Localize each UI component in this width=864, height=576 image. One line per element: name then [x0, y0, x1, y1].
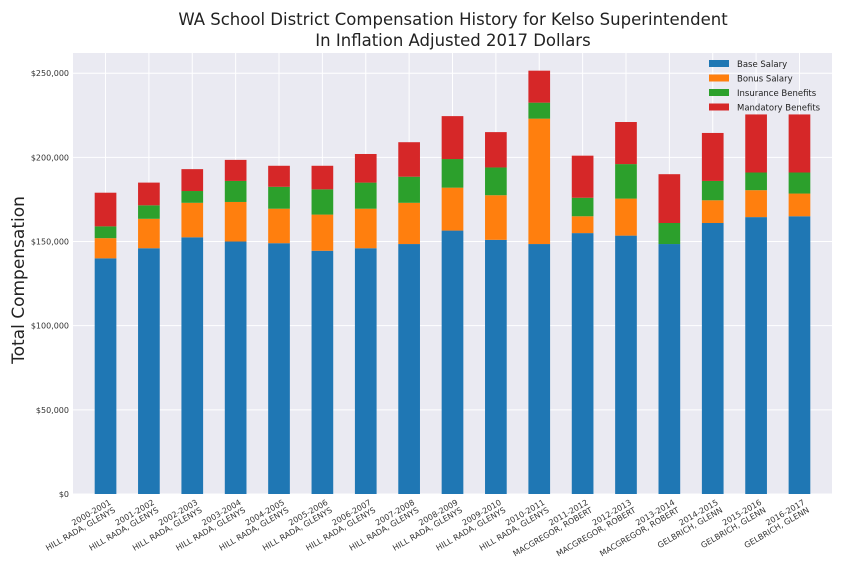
y-axis-label: Total Compensation — [9, 196, 29, 365]
bar-insurance-benefits — [788, 172, 811, 194]
bar-bonus-salary — [528, 118, 551, 245]
legend-swatch — [709, 103, 729, 111]
bar-insurance-benefits — [224, 180, 247, 202]
bar-base-salary — [268, 243, 290, 494]
bar-mandatory-benefits — [571, 155, 594, 198]
y-tick-label: $0 — [59, 490, 69, 499]
bar-insurance-benefits — [701, 180, 724, 201]
bar-mandatory-benefits — [615, 122, 637, 165]
bar-mandatory-benefits — [311, 165, 334, 190]
bar-base-salary — [571, 233, 594, 494]
bar-insurance-benefits — [181, 191, 204, 203]
bar-bonus-salary — [138, 218, 160, 249]
bar-base-salary — [354, 248, 377, 494]
legend-swatch — [709, 74, 729, 82]
bar-bonus-salary — [571, 216, 594, 234]
bar-insurance-benefits — [268, 186, 290, 209]
bar-insurance-benefits — [528, 102, 551, 119]
bar-bonus-salary — [398, 202, 420, 245]
bar-base-salary — [485, 239, 507, 494]
bar-bonus-salary — [701, 200, 724, 224]
bar-insurance-benefits — [398, 176, 420, 203]
bar-mandatory-benefits — [268, 165, 290, 187]
bar-base-salary — [658, 244, 681, 494]
bar-insurance-benefits — [658, 223, 681, 245]
chart-subtitle: In Inflation Adjusted 2017 Dollars — [315, 31, 590, 50]
bar-insurance-benefits — [745, 172, 767, 191]
bar-mandatory-benefits — [528, 70, 551, 103]
bar-base-salary — [701, 223, 724, 494]
legend-label: Base Salary — [737, 60, 787, 70]
bar-mandatory-benefits — [354, 153, 377, 183]
bar-insurance-benefits — [441, 159, 464, 188]
bars — [94, 70, 811, 494]
bar-mandatory-benefits — [94, 192, 117, 227]
bar-bonus-salary — [354, 208, 377, 249]
bar-base-salary — [138, 248, 160, 494]
bar-bonus-salary — [615, 198, 637, 236]
y-tick-label: $100,000 — [31, 322, 69, 331]
bar-insurance-benefits — [138, 205, 160, 219]
bar-bonus-salary — [94, 238, 117, 259]
bar-base-salary — [528, 244, 551, 494]
bar-bonus-salary — [268, 208, 290, 244]
bar-bonus-salary — [224, 201, 247, 242]
legend-label: Mandatory Benefits — [737, 104, 821, 114]
y-tick-labels: $0 $50,000 $100,000 $150,000 $200,000 $250,00… — [31, 69, 69, 499]
x-tick-name: HILL RADA, GLENYS — [44, 506, 117, 553]
bar-base-salary — [441, 230, 464, 494]
bar-insurance-benefits — [311, 189, 334, 215]
chart-title: WA School District Compensation History … — [178, 10, 728, 29]
bar-base-salary — [224, 241, 247, 494]
bar-insurance-benefits — [485, 167, 507, 196]
bar-base-salary — [181, 237, 204, 494]
bar-base-salary — [398, 244, 420, 494]
bar-bonus-salary — [485, 195, 507, 240]
x-tick-labels: 2000-2001HILL RADA, GLENYS2001-2002HILL … — [44, 498, 811, 558]
bar-bonus-salary — [745, 190, 767, 218]
legend: Base Salary Bonus Salary Insurance Benefit… — [709, 60, 821, 114]
bar-bonus-salary — [788, 193, 811, 217]
bar-mandatory-benefits — [485, 132, 507, 168]
bar-bonus-salary — [181, 202, 204, 238]
bar-mandatory-benefits — [224, 159, 247, 181]
bar-mandatory-benefits — [441, 116, 464, 160]
bar-base-salary — [311, 250, 334, 494]
legend-label: Bonus Salary — [737, 75, 793, 85]
bar-mandatory-benefits — [701, 132, 724, 181]
bar-mandatory-benefits — [788, 114, 811, 173]
bar-base-salary — [615, 235, 637, 494]
bar-mandatory-benefits — [181, 169, 204, 192]
bar-mandatory-benefits — [138, 182, 160, 206]
legend-label: Insurance Benefits — [737, 89, 817, 99]
bar-base-salary — [745, 217, 767, 494]
y-tick-label: $200,000 — [31, 153, 69, 162]
y-tick-label: $250,000 — [31, 69, 69, 78]
bar-mandatory-benefits — [658, 174, 681, 224]
bar-insurance-benefits — [615, 164, 637, 199]
bar-insurance-benefits — [94, 226, 117, 239]
bar-bonus-salary — [441, 187, 464, 231]
legend-swatch — [709, 89, 729, 96]
y-tick-label: $50,000 — [36, 406, 69, 415]
bar-base-salary — [94, 258, 117, 494]
bar-mandatory-benefits — [398, 142, 420, 177]
bar-insurance-benefits — [571, 197, 594, 217]
bar-mandatory-benefits — [745, 114, 767, 173]
bar-insurance-benefits — [354, 182, 377, 209]
bar-base-salary — [788, 216, 811, 494]
bar-bonus-salary — [311, 214, 334, 251]
legend-swatch — [709, 60, 729, 67]
y-tick-label: $150,000 — [31, 238, 69, 247]
